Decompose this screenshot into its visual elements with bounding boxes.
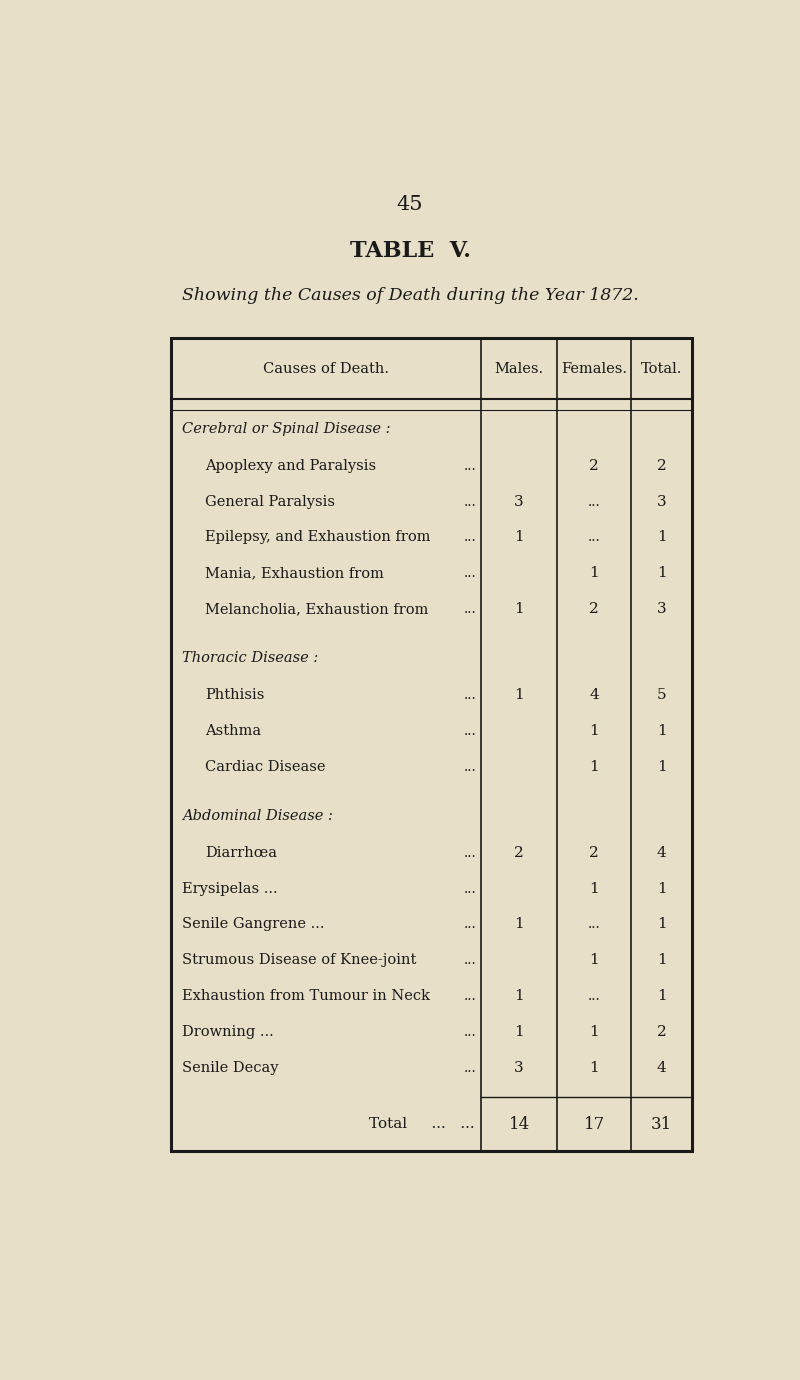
Text: 3: 3 xyxy=(514,494,524,508)
Text: 4: 4 xyxy=(657,1060,666,1075)
Text: 14: 14 xyxy=(509,1116,530,1133)
Text: ...: ... xyxy=(588,530,601,544)
Text: Females.: Females. xyxy=(561,362,627,375)
Text: 1: 1 xyxy=(657,918,666,932)
Text: TABLE  V.: TABLE V. xyxy=(350,240,470,262)
Text: 1: 1 xyxy=(590,882,599,896)
Text: Showing the Causes of Death during the Year 1872.: Showing the Causes of Death during the Y… xyxy=(182,287,638,304)
Text: 3: 3 xyxy=(514,1060,524,1075)
Text: ...: ... xyxy=(463,846,476,860)
Text: 5: 5 xyxy=(657,689,666,702)
Text: 4: 4 xyxy=(657,846,666,860)
Text: 2: 2 xyxy=(514,846,524,860)
Text: Senile Gangrene ...: Senile Gangrene ... xyxy=(182,918,325,932)
Text: Thoracic Disease :: Thoracic Disease : xyxy=(182,651,318,665)
Text: 1: 1 xyxy=(514,918,524,932)
Text: ...: ... xyxy=(463,882,476,896)
Text: 3: 3 xyxy=(657,602,666,615)
Text: Mania, Exhaustion from: Mania, Exhaustion from xyxy=(206,566,384,580)
Text: ...: ... xyxy=(463,602,476,615)
Text: 1: 1 xyxy=(590,1060,599,1075)
Text: ...: ... xyxy=(463,1025,476,1039)
Text: 1: 1 xyxy=(514,989,524,1003)
Text: 1: 1 xyxy=(657,566,666,580)
Text: 1: 1 xyxy=(514,602,524,615)
Text: 1: 1 xyxy=(590,954,599,967)
Text: ...: ... xyxy=(463,724,476,738)
Text: 1: 1 xyxy=(590,724,599,738)
Text: Drowning ...: Drowning ... xyxy=(182,1025,274,1039)
Text: ...: ... xyxy=(463,1060,476,1075)
Text: ...: ... xyxy=(463,530,476,544)
Text: 2: 2 xyxy=(590,458,599,473)
Text: 2: 2 xyxy=(590,846,599,860)
Text: 2: 2 xyxy=(657,458,666,473)
Text: Phthisis: Phthisis xyxy=(206,689,265,702)
Text: ...: ... xyxy=(463,689,476,702)
Text: 3: 3 xyxy=(657,494,666,508)
Text: ...: ... xyxy=(463,954,476,967)
Text: Epilepsy, and Exhaustion from: Epilepsy, and Exhaustion from xyxy=(206,530,431,544)
Text: Causes of Death.: Causes of Death. xyxy=(263,362,390,375)
Text: Cardiac Disease: Cardiac Disease xyxy=(206,759,326,774)
Text: ...: ... xyxy=(463,566,476,580)
Text: Cerebral or Spinal Disease :: Cerebral or Spinal Disease : xyxy=(182,422,391,436)
Text: 1: 1 xyxy=(590,566,599,580)
Text: 1: 1 xyxy=(657,724,666,738)
Text: 2: 2 xyxy=(657,1025,666,1039)
Text: 1: 1 xyxy=(514,689,524,702)
Text: 17: 17 xyxy=(583,1116,605,1133)
Text: Total.: Total. xyxy=(641,362,682,375)
Text: Males.: Males. xyxy=(494,362,544,375)
Text: 1: 1 xyxy=(657,882,666,896)
Text: 1: 1 xyxy=(590,759,599,774)
Text: 1: 1 xyxy=(657,954,666,967)
Text: 1: 1 xyxy=(657,989,666,1003)
Text: 2: 2 xyxy=(590,602,599,615)
Text: 1: 1 xyxy=(657,759,666,774)
Text: ...: ... xyxy=(588,918,601,932)
Text: Total     ...   ...: Total ... ... xyxy=(370,1118,475,1132)
Text: Diarrhœa: Diarrhœa xyxy=(206,846,278,860)
Text: Erysipelas ...: Erysipelas ... xyxy=(182,882,278,896)
Text: Apoplexy and Paralysis: Apoplexy and Paralysis xyxy=(206,458,377,473)
Text: Exhaustion from Tumour in Neck: Exhaustion from Tumour in Neck xyxy=(182,989,430,1003)
Text: ...: ... xyxy=(463,918,476,932)
Text: 1: 1 xyxy=(590,1025,599,1039)
Text: Senile Decay: Senile Decay xyxy=(182,1060,279,1075)
Text: 31: 31 xyxy=(651,1116,672,1133)
Text: Strumous Disease of Knee-joint: Strumous Disease of Knee-joint xyxy=(182,954,417,967)
Text: ...: ... xyxy=(588,494,601,508)
Text: ...: ... xyxy=(463,759,476,774)
Text: Melancholia, Exhaustion from: Melancholia, Exhaustion from xyxy=(206,602,429,615)
Text: 1: 1 xyxy=(514,530,524,544)
Text: 1: 1 xyxy=(657,530,666,544)
Text: Abdominal Disease :: Abdominal Disease : xyxy=(182,809,334,822)
Text: 1: 1 xyxy=(514,1025,524,1039)
Text: 45: 45 xyxy=(397,196,423,214)
Bar xyxy=(171,338,692,1151)
Text: 4: 4 xyxy=(590,689,599,702)
Text: Asthma: Asthma xyxy=(206,724,262,738)
Text: ...: ... xyxy=(588,989,601,1003)
Text: ...: ... xyxy=(463,989,476,1003)
Text: ...: ... xyxy=(463,494,476,508)
Text: ...: ... xyxy=(463,458,476,473)
Text: General Paralysis: General Paralysis xyxy=(206,494,335,508)
